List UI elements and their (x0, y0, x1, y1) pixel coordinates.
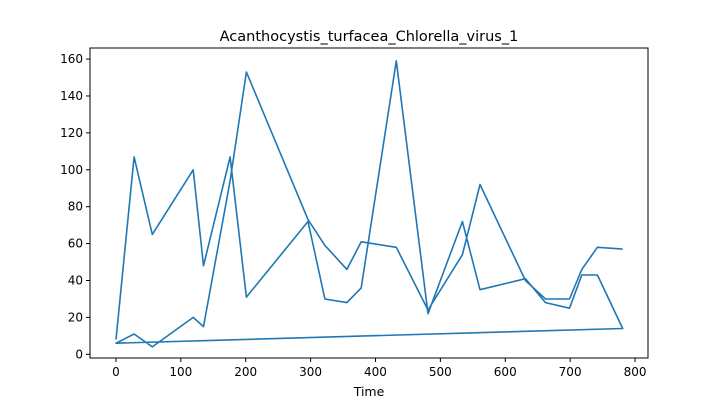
x-tick-label: 100 (169, 365, 192, 379)
y-tick-label: 80 (68, 200, 83, 214)
y-tick-label: 120 (60, 126, 83, 140)
y-tick-label: 140 (60, 89, 83, 103)
x-axis-label: Time (353, 384, 385, 399)
x-tick-label: 600 (494, 365, 517, 379)
y-tick-label: 160 (60, 52, 83, 66)
y-tick-label: 100 (60, 163, 83, 177)
x-tick-label: 500 (429, 365, 452, 379)
y-tick-label: 20 (68, 310, 83, 324)
chart-title: Acanthocystis_turfacea_Chlorella_virus_1 (220, 29, 519, 45)
x-tick-label: 0 (112, 365, 120, 379)
y-tick-label: 0 (75, 347, 83, 361)
plot-frame (89, 47, 649, 359)
series-line (115, 60, 624, 348)
y-axis: 0 20 40 60 80 100 120 140 160 (60, 52, 90, 361)
x-tick-label: 700 (559, 365, 582, 379)
x-tick-label: 300 (299, 365, 322, 379)
x-tick-label: 200 (234, 365, 257, 379)
x-tick-label: 400 (364, 365, 387, 379)
y-tick-label: 60 (68, 237, 83, 251)
x-axis: 0 100 200 300 400 500 600 700 800 (112, 358, 646, 379)
y-tick-label: 40 (68, 274, 83, 288)
series-layer (115, 60, 624, 348)
x-tick-label: 800 (624, 365, 647, 379)
plot-area (90, 48, 648, 358)
